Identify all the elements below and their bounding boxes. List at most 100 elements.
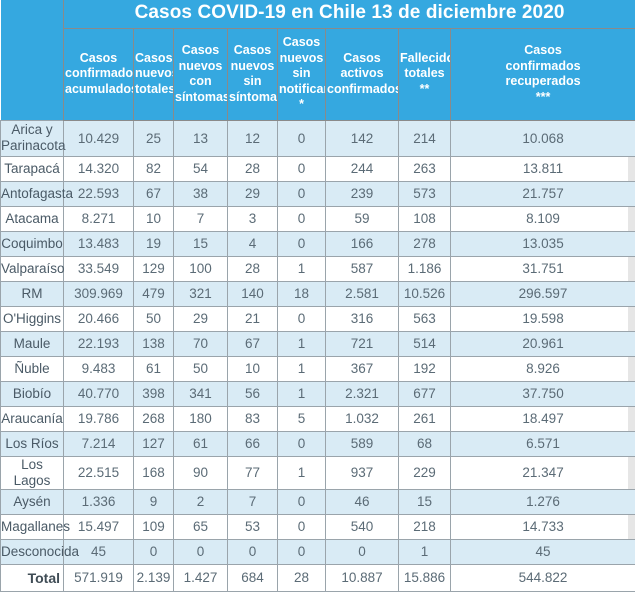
header-row: Casos confirmados acumulados Casos nuevo… — [1, 28, 635, 120]
cell-casos-nuevos-totales: 0 — [134, 539, 174, 564]
total-casos-nuevos-totales: 2.139 — [134, 564, 174, 591]
cell-casos-nuevos-sin-sintomas: 83 — [228, 406, 278, 431]
total-fallecidos-totales: 15.886 — [399, 564, 451, 591]
cell-casos-nuevos-con-sintomas: 100 — [174, 256, 228, 281]
cell-casos-confirmados-recuperados: 8.926 — [451, 356, 635, 381]
cell-casos-nuevos-con-sintomas: 0 — [174, 539, 228, 564]
cell-casos-confirmados-recuperados: 13.811 — [451, 156, 635, 181]
cell-casos-confirmados-acumulados: 20.466 — [64, 306, 134, 331]
cell-casos-nuevos-sin-sintomas: 28 — [228, 156, 278, 181]
cell-casos-nuevos-con-sintomas: 180 — [174, 406, 228, 431]
cell-casos-nuevos-totales: 129 — [134, 256, 174, 281]
cell-casos-nuevos-sin-notificar: 18 — [278, 281, 326, 306]
region-label: O'Higgins — [1, 306, 64, 331]
cell-casos-nuevos-sin-notificar: 0 — [278, 156, 326, 181]
region-label: Coquimbo — [1, 231, 64, 256]
cell-fallecidos-totales: 563 — [399, 306, 451, 331]
cell-casos-nuevos-con-sintomas: 29 — [174, 306, 228, 331]
cell-casos-nuevos-sin-sintomas: 28 — [228, 256, 278, 281]
cell-casos-activos-confirmados: 2.321 — [326, 381, 399, 406]
cell-fallecidos-totales: 1.186 — [399, 256, 451, 281]
region-label: Magallanes — [1, 514, 64, 539]
region-label: Arica y Parinacota — [1, 120, 64, 156]
cell-casos-confirmados-recuperados: 31.751 — [451, 256, 635, 281]
cell-fallecidos-totales: 1 — [399, 539, 451, 564]
cell-casos-nuevos-sin-sintomas: 77 — [228, 456, 278, 489]
cell-casos-activos-confirmados: 2.581 — [326, 281, 399, 306]
cell-casos-nuevos-con-sintomas: 65 — [174, 514, 228, 539]
cell-casos-nuevos-con-sintomas: 15 — [174, 231, 228, 256]
cell-fallecidos-totales: 514 — [399, 331, 451, 356]
total-casos-confirmados-recuperados: 544.822 — [451, 564, 635, 591]
cell-fallecidos-totales: 10.526 — [399, 281, 451, 306]
region-label: Maule — [1, 331, 64, 356]
cell-casos-nuevos-con-sintomas: 90 — [174, 456, 228, 489]
cell-casos-nuevos-sin-notificar: 1 — [278, 331, 326, 356]
cell-casos-nuevos-sin-notificar: 0 — [278, 181, 326, 206]
cell-casos-confirmados-acumulados: 22.193 — [64, 331, 134, 356]
cell-casos-nuevos-sin-sintomas: 29 — [228, 181, 278, 206]
cell-casos-nuevos-totales: 10 — [134, 206, 174, 231]
cell-casos-confirmados-recuperados: 8.109 — [451, 206, 635, 231]
cell-casos-activos-confirmados: 589 — [326, 431, 399, 456]
cell-casos-confirmados-acumulados: 40.770 — [64, 381, 134, 406]
cell-casos-confirmados-acumulados: 14.320 — [64, 156, 134, 181]
cell-casos-nuevos-totales: 109 — [134, 514, 174, 539]
cell-casos-nuevos-con-sintomas: 38 — [174, 181, 228, 206]
cell-fallecidos-totales: 263 — [399, 156, 451, 181]
region-label: Ñuble — [1, 356, 64, 381]
cell-casos-nuevos-sin-notificar: 5 — [278, 406, 326, 431]
cell-casos-confirmados-acumulados: 19.786 — [64, 406, 134, 431]
cell-fallecidos-totales: 214 — [399, 120, 451, 156]
total-casos-nuevos-sin-notificar: 28 — [278, 564, 326, 591]
cell-casos-confirmados-acumulados: 22.593 — [64, 181, 134, 206]
cell-fallecidos-totales: 15 — [399, 489, 451, 514]
cell-casos-nuevos-sin-sintomas: 56 — [228, 381, 278, 406]
total-casos-nuevos-sin-sintomas: 684 — [228, 564, 278, 591]
cell-casos-nuevos-totales: 19 — [134, 231, 174, 256]
cell-fallecidos-totales: 229 — [399, 456, 451, 489]
cell-casos-nuevos-totales: 25 — [134, 120, 174, 156]
cell-fallecidos-totales: 573 — [399, 181, 451, 206]
cell-casos-nuevos-totales: 479 — [134, 281, 174, 306]
cell-casos-nuevos-sin-sintomas: 12 — [228, 120, 278, 156]
cell-fallecidos-totales: 261 — [399, 406, 451, 431]
corner-blank-cell — [1, 0, 64, 28]
cell-casos-nuevos-totales: 9 — [134, 489, 174, 514]
cell-casos-confirmados-acumulados: 9.483 — [64, 356, 134, 381]
region-label: RM — [1, 281, 64, 306]
cell-casos-nuevos-sin-sintomas: 67 — [228, 331, 278, 356]
cell-casos-confirmados-recuperados: 21.347 — [451, 456, 635, 489]
region-label: Desconocida — [1, 539, 64, 564]
cell-casos-confirmados-recuperados: 6.571 — [451, 431, 635, 456]
total-casos-activos-confirmados: 10.887 — [326, 564, 399, 591]
region-label: Tarapacá — [1, 156, 64, 181]
cell-casos-confirmados-recuperados: 14.733 — [451, 514, 635, 539]
region-label: Los Ríos — [1, 431, 64, 456]
cell-casos-activos-confirmados: 166 — [326, 231, 399, 256]
cell-casos-nuevos-sin-notificar: 0 — [278, 120, 326, 156]
cell-casos-confirmados-acumulados: 13.483 — [64, 231, 134, 256]
cell-casos-nuevos-sin-notificar: 0 — [278, 514, 326, 539]
cell-casos-confirmados-recuperados: 45 — [451, 539, 635, 564]
header-casos-activos-confirmados: Casos activos confirmados — [326, 28, 399, 120]
cell-casos-nuevos-totales: 268 — [134, 406, 174, 431]
cell-casos-nuevos-totales: 138 — [134, 331, 174, 356]
cell-casos-confirmados-acumulados: 1.336 — [64, 489, 134, 514]
region-label: Atacama — [1, 206, 64, 231]
